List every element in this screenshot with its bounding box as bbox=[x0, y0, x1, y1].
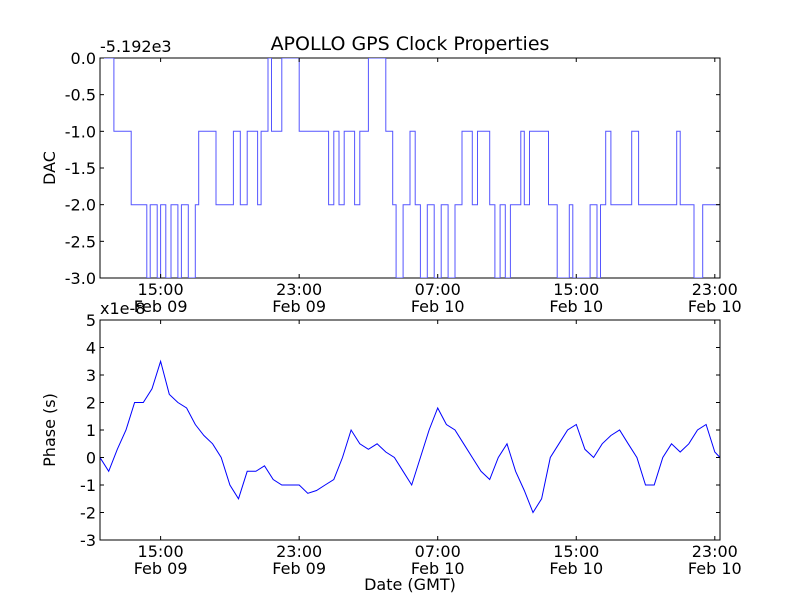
x-tick-time-label: 23:00 bbox=[692, 280, 738, 299]
y-tick-label: -2.5 bbox=[65, 232, 96, 251]
x-tick-date-label: Feb 10 bbox=[411, 559, 465, 578]
y-axis-label: Phase (s) bbox=[40, 393, 59, 467]
y-tick-label: -3 bbox=[80, 531, 96, 550]
x-tick-time-label: 15:00 bbox=[138, 542, 184, 561]
y-tick-label: 4 bbox=[86, 339, 96, 358]
x-tick-date-label: Feb 09 bbox=[272, 559, 326, 578]
x-tick-time-label: 23:00 bbox=[276, 542, 322, 561]
y-tick-label: -3.0 bbox=[65, 269, 96, 288]
y-tick-label: -0.5 bbox=[65, 86, 96, 105]
x-tick-date-label: Feb 10 bbox=[549, 559, 603, 578]
x-tick-date-label: Feb 10 bbox=[549, 297, 603, 316]
x-tick-date-label: Feb 10 bbox=[688, 297, 742, 316]
y-tick-label: 3 bbox=[86, 366, 96, 385]
y-offset-label: -5.192e3 bbox=[100, 37, 172, 56]
x-tick-time-label: 07:00 bbox=[415, 542, 461, 561]
y-tick-label: 0.0 bbox=[71, 49, 96, 68]
y-tick-label: -2.0 bbox=[65, 196, 96, 215]
series-line bbox=[100, 359, 720, 514]
chart-title: APOLLO GPS Clock Properties bbox=[271, 33, 550, 55]
y-tick-label: -1 bbox=[80, 476, 96, 495]
x-tick-time-label: 23:00 bbox=[276, 280, 322, 299]
y-tick-label: 1 bbox=[86, 421, 96, 440]
y-tick-label: -2 bbox=[80, 504, 96, 523]
y-offset-label: x1e-8 bbox=[100, 299, 145, 318]
y-axis-label: DAC bbox=[40, 151, 59, 185]
x-tick-date-label: Feb 09 bbox=[134, 559, 188, 578]
x-tick-date-label: Feb 10 bbox=[411, 297, 465, 316]
x-tick-time-label: 15:00 bbox=[138, 280, 184, 299]
plot-area-frame bbox=[99, 319, 721, 541]
y-tick-label: 5 bbox=[86, 311, 96, 330]
x-tick-time-label: 15:00 bbox=[553, 280, 599, 299]
x-tick-date-label: Feb 09 bbox=[272, 297, 326, 316]
y-tick-label: 2 bbox=[86, 394, 96, 413]
x-tick-time-label: 15:00 bbox=[553, 542, 599, 561]
series-line bbox=[100, 58, 720, 278]
y-tick-label: 0 bbox=[86, 449, 96, 468]
y-tick-label: -1.5 bbox=[65, 159, 96, 178]
x-tick-date-label: Feb 09 bbox=[134, 297, 188, 316]
y-tick-label: -1.0 bbox=[65, 122, 96, 141]
x-tick-date-label: Feb 10 bbox=[688, 559, 742, 578]
x-axis-label: Date (GMT) bbox=[364, 575, 456, 594]
x-tick-time-label: 23:00 bbox=[692, 542, 738, 561]
x-tick-time-label: 07:00 bbox=[415, 280, 461, 299]
